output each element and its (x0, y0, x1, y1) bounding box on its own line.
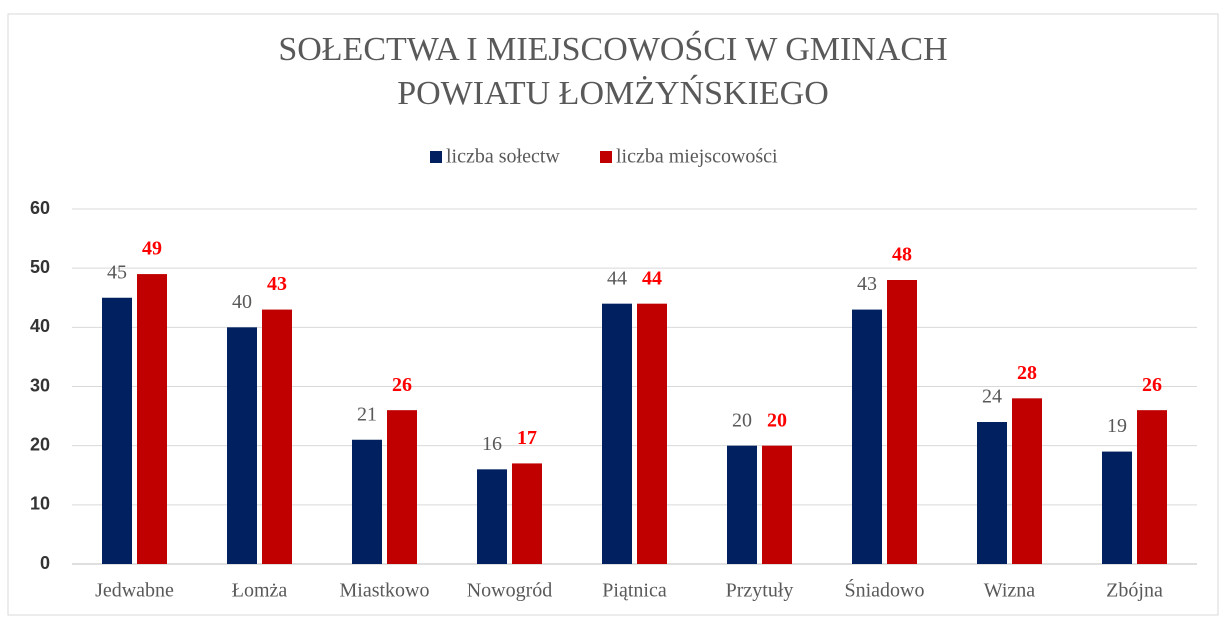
legend-swatch (430, 151, 442, 163)
value-label: 28 (1017, 362, 1037, 384)
legend-label: liczba sołectw (446, 146, 560, 168)
value-label: 21 (357, 403, 377, 425)
bar (762, 445, 792, 564)
bar (477, 469, 507, 564)
y-tick-label: 50 (30, 257, 50, 277)
x-tick-label: Przytuły (726, 580, 794, 602)
bar (977, 422, 1007, 564)
y-tick-label: 40 (30, 316, 50, 336)
value-label: 48 (892, 244, 912, 266)
bar (887, 280, 917, 564)
value-label: 40 (232, 291, 252, 313)
legend-swatch (600, 151, 612, 163)
value-label: 20 (732, 409, 752, 431)
bar (637, 303, 667, 564)
bar (387, 410, 417, 564)
value-label: 26 (392, 374, 412, 396)
y-tick-label: 10 (30, 494, 50, 514)
y-tick-label: 20 (30, 434, 50, 454)
legend-label: liczba miejscowości (616, 146, 778, 168)
bar (227, 327, 257, 564)
bar (852, 309, 882, 564)
chart-frame (7, 13, 1219, 616)
y-tick-label: 0 (40, 553, 50, 573)
value-label: 19 (1107, 415, 1127, 437)
bar (352, 439, 382, 564)
bar (137, 274, 167, 564)
value-label: 16 (482, 433, 502, 455)
bar (262, 309, 292, 564)
bar (602, 303, 632, 564)
y-tick-label: 60 (30, 198, 50, 218)
value-label: 20 (767, 409, 787, 431)
y-tick-label: 30 (30, 375, 50, 395)
chart-title: SOŁECTWA I MIEJSCOWOŚCI W GMINACH POWIAT… (278, 31, 948, 112)
value-label: 26 (1142, 374, 1162, 396)
x-tick-label: Jedwabne (95, 580, 174, 602)
value-label: 43 (267, 273, 287, 295)
bar (1012, 398, 1042, 564)
value-label: 17 (517, 427, 537, 449)
bar (512, 463, 542, 564)
x-tick-label: Wizna (984, 580, 1036, 602)
value-label: 45 (107, 261, 127, 283)
bar (1102, 451, 1132, 564)
x-tick-label: Nowogród (467, 580, 553, 602)
x-tick-label: Zbójna (1106, 580, 1163, 602)
bar (727, 445, 757, 564)
x-tick-label: Miastkowo (340, 580, 430, 602)
value-label: 49 (142, 238, 162, 260)
value-label: 44 (642, 267, 662, 289)
x-tick-label: Piątnica (602, 580, 667, 602)
bar (1137, 410, 1167, 564)
x-tick-label: Śniadowo (845, 578, 925, 602)
value-label: 43 (857, 273, 877, 295)
value-label: 24 (982, 386, 1002, 408)
value-label: 44 (607, 267, 627, 289)
bar (102, 297, 132, 564)
x-tick-label: Łomża (232, 580, 288, 602)
